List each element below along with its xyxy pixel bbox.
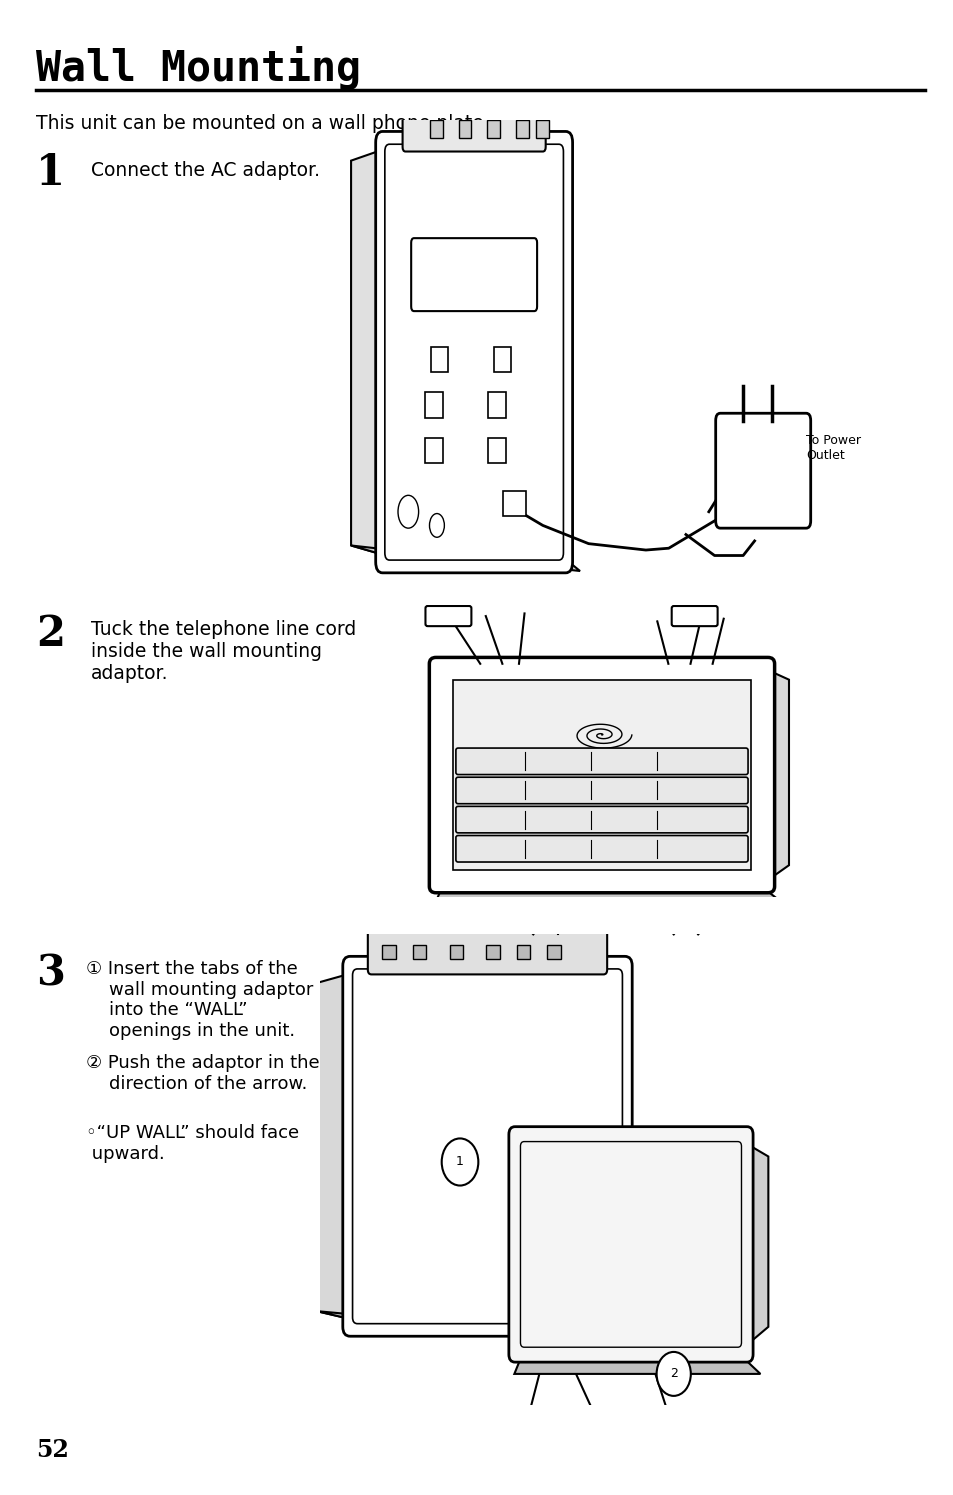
FancyBboxPatch shape <box>508 1127 752 1362</box>
Text: To Power
Outlet: To Power Outlet <box>805 434 861 462</box>
Polygon shape <box>435 887 781 903</box>
Circle shape <box>656 1351 690 1396</box>
FancyBboxPatch shape <box>456 836 747 863</box>
Circle shape <box>397 495 418 528</box>
Bar <box>494 347 511 372</box>
FancyBboxPatch shape <box>715 413 810 528</box>
Bar <box>449 945 462 960</box>
Circle shape <box>441 1139 477 1186</box>
Text: 3: 3 <box>36 952 65 994</box>
Bar <box>382 945 395 960</box>
Bar <box>430 120 442 138</box>
Text: 1: 1 <box>36 152 65 194</box>
Polygon shape <box>351 546 579 571</box>
Text: 2: 2 <box>669 1368 677 1380</box>
FancyBboxPatch shape <box>476 876 526 904</box>
Text: 1: 1 <box>456 1156 463 1169</box>
Bar <box>425 392 442 417</box>
Text: This unit can be mounted on a wall phone plate.: This unit can be mounted on a wall phone… <box>36 114 489 133</box>
Bar <box>517 945 530 960</box>
FancyBboxPatch shape <box>429 658 774 893</box>
Text: Wall Mounting: Wall Mounting <box>36 46 361 90</box>
Bar <box>547 945 560 960</box>
Bar <box>413 945 426 960</box>
FancyBboxPatch shape <box>456 806 747 833</box>
Bar <box>425 438 442 463</box>
FancyBboxPatch shape <box>671 605 717 626</box>
Text: 2: 2 <box>36 613 65 655</box>
Polygon shape <box>514 1354 760 1374</box>
Polygon shape <box>351 150 382 555</box>
Bar <box>452 680 751 870</box>
Text: ① Insert the tabs of the
    wall mounting adaptor
    into the “WALL”
    openi: ① Insert the tabs of the wall mounting a… <box>86 960 313 1041</box>
Bar <box>431 347 448 372</box>
Circle shape <box>429 514 444 537</box>
Bar <box>516 120 528 138</box>
Bar <box>486 945 499 960</box>
Text: ② Push the adaptor in the
    direction of the arrow.: ② Push the adaptor in the direction of t… <box>86 1054 319 1093</box>
Text: Connect the AC adaptor.: Connect the AC adaptor. <box>91 161 319 181</box>
FancyBboxPatch shape <box>425 605 471 626</box>
Text: ◦“UP WALL” should face
 upward.: ◦“UP WALL” should face upward. <box>86 1124 298 1163</box>
FancyBboxPatch shape <box>692 888 742 915</box>
Polygon shape <box>316 973 350 1319</box>
FancyBboxPatch shape <box>402 106 545 151</box>
Text: Tuck the telephone line cord
inside the wall mounting
adaptor.: Tuck the telephone line cord inside the … <box>91 620 355 683</box>
Bar <box>488 438 505 463</box>
FancyBboxPatch shape <box>342 957 632 1337</box>
Bar <box>458 120 471 138</box>
FancyBboxPatch shape <box>411 238 537 311</box>
Bar <box>487 120 499 138</box>
Bar <box>488 392 505 417</box>
Polygon shape <box>767 670 788 881</box>
Text: 52: 52 <box>36 1438 69 1462</box>
Bar <box>536 120 548 138</box>
Bar <box>502 490 525 516</box>
FancyBboxPatch shape <box>375 132 572 573</box>
FancyBboxPatch shape <box>456 748 747 774</box>
FancyBboxPatch shape <box>368 930 606 975</box>
FancyBboxPatch shape <box>456 777 747 804</box>
Polygon shape <box>746 1144 767 1346</box>
Polygon shape <box>316 1311 641 1341</box>
